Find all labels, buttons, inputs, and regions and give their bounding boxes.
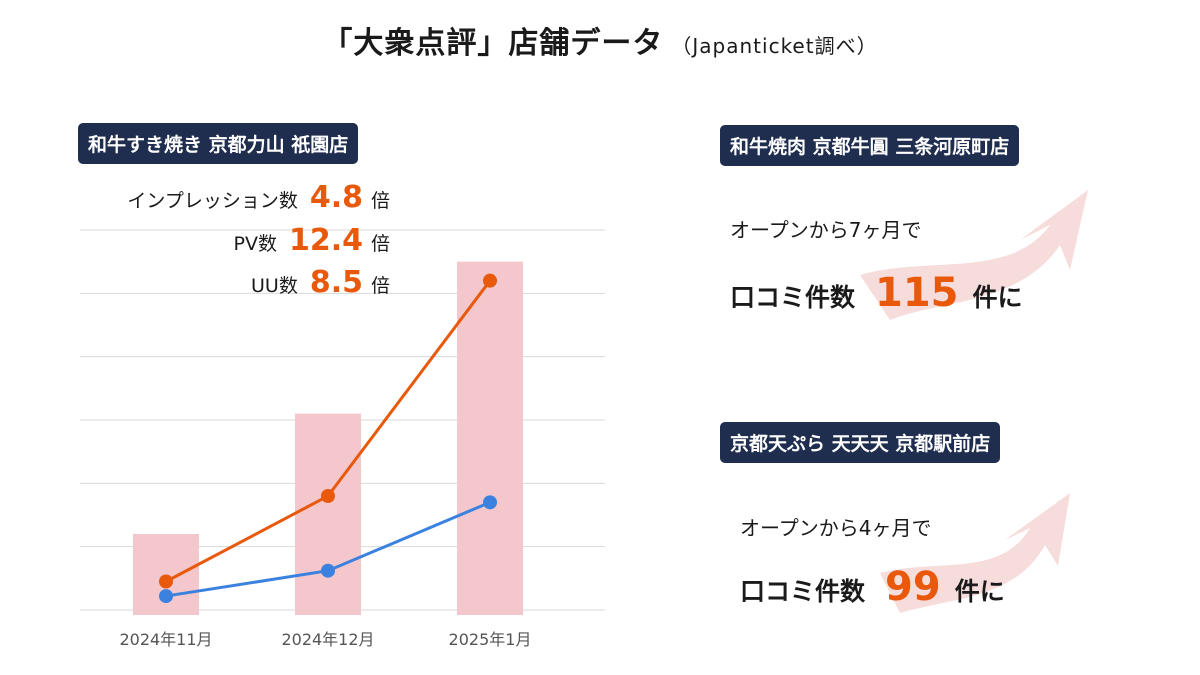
store-badge-tententen: 京都天ぷら 天天天 京都駅前店 <box>720 422 1001 463</box>
growth-arrow-2-icon <box>880 493 1070 613</box>
stat-unit: 倍 <box>370 190 390 212</box>
stat-value: 4.8 <box>309 180 363 215</box>
store-badge-gyuen: 和牛焼肉 京都牛圓 三条河原町店 <box>720 125 1020 166</box>
bar-2 <box>295 413 361 615</box>
series-2-point-3 <box>483 495 497 510</box>
stat-pv: PV数 12.4 倍 <box>233 223 390 258</box>
stat-impressions: インプレッション数 4.8 倍 <box>127 180 390 215</box>
stat-unit: 倍 <box>370 275 390 297</box>
count-unit: 件に <box>972 283 1023 312</box>
title-source: （Japanticket調べ） <box>671 34 878 58</box>
series-1-point-1 <box>159 574 173 589</box>
main-store-badge: 和牛すき焼き 京都力山 祇園店 <box>78 123 359 164</box>
title-text: 「大衆点評」店舗データ <box>322 26 664 61</box>
count-value: 99 <box>885 564 941 610</box>
review-count-1: 口コミ件数 115 件に <box>730 270 1023 316</box>
page-title: 「大衆点評」店舗データ （Japanticket調べ） <box>0 18 1200 62</box>
bar-3 <box>457 261 523 615</box>
growth-arrow-1-icon <box>860 190 1088 320</box>
x-tick-label: 2025年1月 <box>449 630 532 649</box>
stat-unit: 倍 <box>370 233 390 255</box>
series-1-point-3 <box>483 273 497 288</box>
series-2-point-1 <box>159 589 173 604</box>
stat-value: 12.4 <box>288 223 363 258</box>
count-label: 口コミ件数 <box>730 283 856 312</box>
x-tick-label: 2024年12月 <box>281 630 374 649</box>
count-unit: 件に <box>954 577 1005 606</box>
review-count-2: 口コミ件数 99 件に <box>740 564 1005 610</box>
stat-label: UU数 <box>251 275 298 297</box>
count-value: 115 <box>875 270 959 316</box>
stat-value: 8.5 <box>309 265 363 300</box>
open-text-2: オープンから4ヶ月で <box>740 516 932 540</box>
x-tick-label: 2024年11月 <box>119 630 212 649</box>
stat-label: インプレッション数 <box>127 190 298 212</box>
open-text-1: オープンから7ヶ月で <box>730 218 922 242</box>
stat-uu: UU数 8.5 倍 <box>251 265 390 300</box>
series-2-point-2 <box>321 563 335 578</box>
series-1-point-2 <box>321 489 335 503</box>
count-label: 口コミ件数 <box>740 577 866 606</box>
stat-label: PV数 <box>233 233 277 255</box>
